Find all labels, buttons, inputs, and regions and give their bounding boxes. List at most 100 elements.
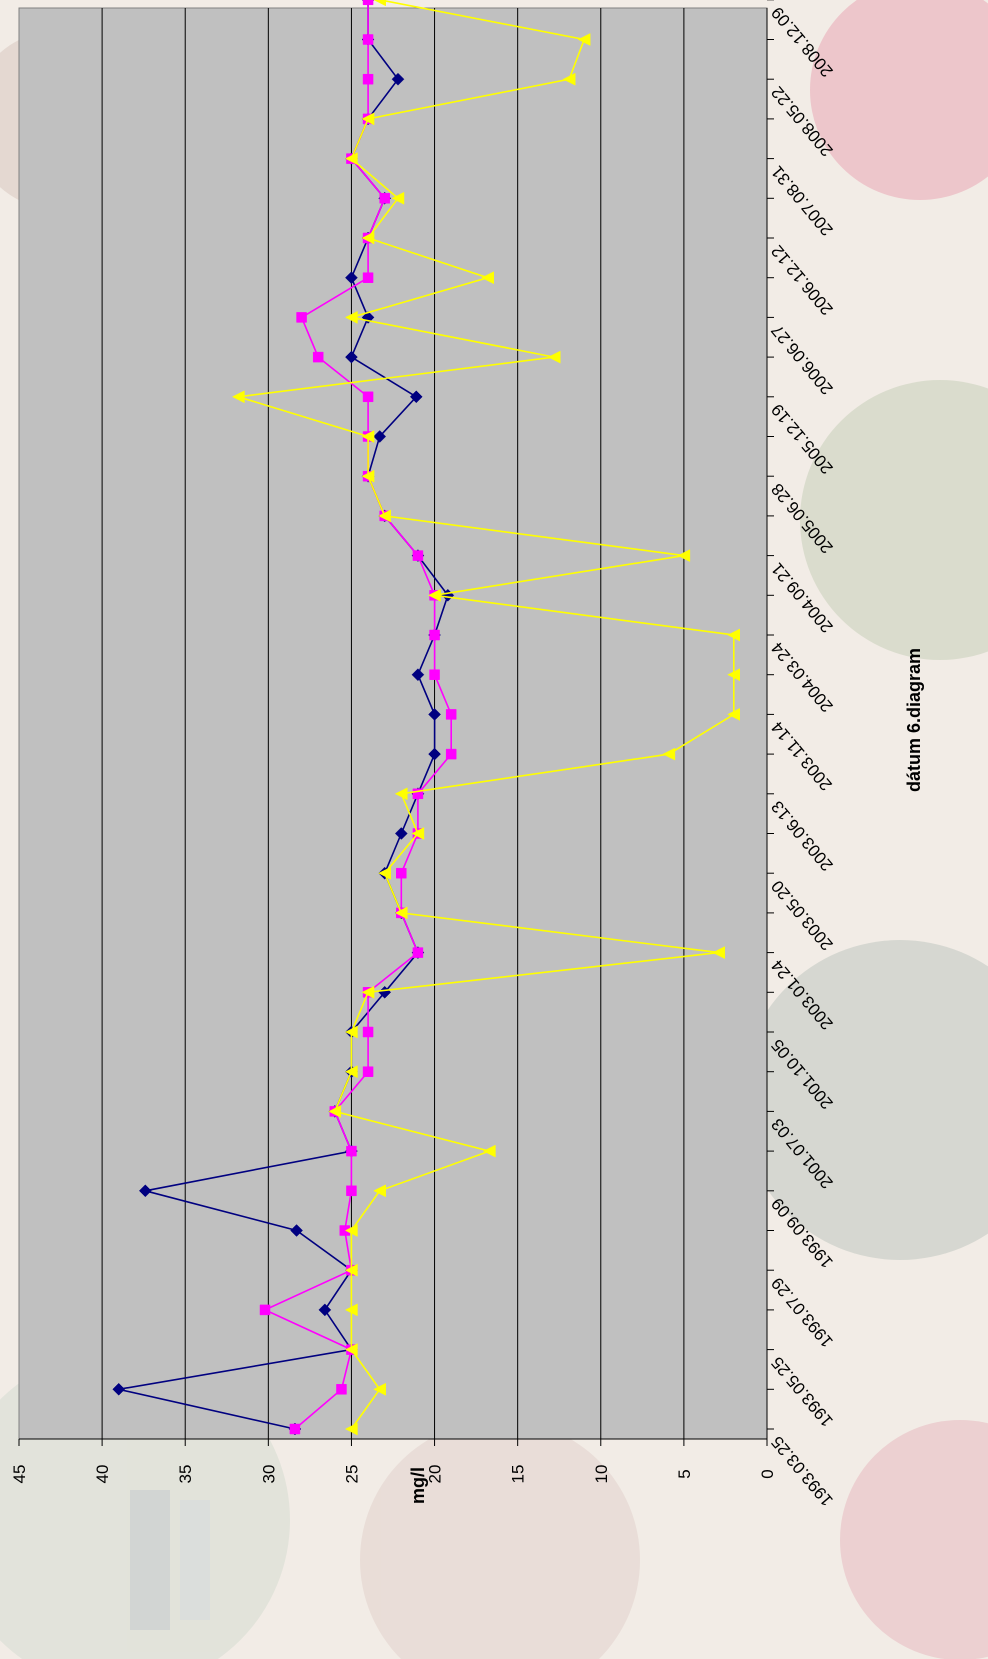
data-point (379, 193, 390, 204)
data-point (482, 1144, 496, 1158)
data-point (336, 1384, 347, 1395)
data-point (547, 350, 561, 364)
y-tick-label: 35 (176, 1465, 195, 1484)
x-tick-label: 2005.12.19 (768, 400, 837, 477)
data-point (289, 1423, 301, 1435)
data-point (361, 430, 375, 443)
x-tick-label: 2003.11.14 (768, 718, 836, 794)
data-point (344, 1422, 358, 1436)
data-point (373, 1184, 386, 1198)
data-point (344, 1263, 358, 1277)
data-point (362, 272, 374, 283)
data-point (328, 1104, 342, 1118)
data-point (344, 310, 358, 324)
y-tick-label: 10 (592, 1465, 611, 1484)
data-point (112, 1382, 126, 1396)
x-tick-label: 2004.03.24 (768, 638, 837, 715)
data-point (394, 787, 408, 801)
data-point (727, 668, 741, 682)
y-tick-label: 30 (259, 1465, 278, 1484)
data-point (373, 430, 387, 443)
series-3 (231, 0, 741, 1436)
x-tick-label: 1993.03.25 (768, 1432, 837, 1509)
data-point (394, 827, 408, 840)
y-tick-label: 20 (426, 1465, 445, 1484)
y-tick-label: 25 (342, 1465, 361, 1484)
data-point (391, 72, 405, 86)
x-tick-label: 1993.09.09 (768, 1194, 837, 1271)
data-point (361, 469, 375, 483)
data-point (361, 985, 375, 999)
data-point (296, 312, 307, 323)
data-point (362, 391, 374, 403)
x-tick-label: 2007.08.31 (768, 162, 837, 239)
data-point (445, 709, 457, 720)
series-layer (112, 0, 741, 1436)
data-point (445, 748, 457, 760)
data-point (562, 72, 576, 86)
data-point (662, 747, 676, 761)
y-tick-label: 15 (509, 1465, 528, 1484)
x-tick-label: 2008.12.09 (768, 3, 837, 80)
x-tick-label: 2005.06.28 (768, 480, 837, 557)
data-point (409, 390, 423, 404)
data-point (429, 629, 440, 641)
data-point (373, 1382, 386, 1396)
data-point (259, 1304, 271, 1316)
x-tick-label: 1993.07.29 (768, 1274, 837, 1351)
data-point (344, 1065, 358, 1079)
data-point (344, 1025, 358, 1039)
data-point (577, 33, 591, 46)
x-tick-label: 2003.01.24 (768, 956, 837, 1033)
data-point (378, 866, 391, 880)
data-point (361, 112, 375, 126)
y-tick-label: 45 (10, 1465, 29, 1484)
data-point (394, 906, 408, 920)
x-tick-label: 2006.06.27 (768, 321, 837, 398)
x-axis-title: dátum 6.diagram (904, 648, 924, 792)
x-tick-label: 2006.12.12 (768, 241, 837, 318)
y-tick-label: 0 (758, 1469, 777, 1478)
x-tick-label: 2008.05.22 (768, 83, 837, 160)
data-point (396, 867, 407, 879)
data-point (727, 707, 741, 721)
data-point (312, 351, 324, 363)
data-point (344, 1303, 358, 1317)
data-point (373, 0, 386, 7)
x-tick-label: 2001.07.03 (768, 1115, 837, 1192)
data-point (346, 1185, 357, 1197)
data-point (339, 1225, 351, 1236)
data-point (412, 947, 424, 958)
data-point (344, 152, 358, 166)
y-tick-label: 5 (675, 1469, 694, 1478)
data-point (427, 588, 441, 602)
data-point (138, 1184, 152, 1198)
data-point (727, 628, 741, 642)
data-point (346, 1145, 357, 1157)
data-point (712, 946, 726, 960)
x-axis: 1993.03.251993.05.251993.07.291993.09.09… (766, 0, 837, 1510)
x-tick-label: 2003.06.13 (768, 797, 837, 874)
data-point (362, 1026, 374, 1038)
data-point (344, 1224, 358, 1237)
y-axis-title: mg/l (408, 1467, 428, 1504)
data-point (481, 271, 494, 285)
y-tick-label: 40 (93, 1465, 112, 1484)
data-point (411, 827, 425, 840)
plot-area (18, 7, 768, 1440)
data-point (345, 350, 358, 364)
data-point (428, 747, 441, 761)
data-point (362, 34, 374, 45)
data-point (362, 0, 374, 6)
data-point (411, 668, 425, 682)
data-point (361, 231, 375, 245)
y-axis: 0 5 10 15 20 25 30 35 40 45 (10, 1438, 777, 1484)
x-tick-label: 2003.05.20 (768, 877, 837, 954)
data-point (362, 73, 374, 85)
data-point (231, 390, 245, 404)
data-point (412, 550, 424, 561)
x-tick-label: 2004.09.21 (768, 559, 837, 636)
data-point (428, 708, 441, 721)
data-point (429, 669, 440, 680)
